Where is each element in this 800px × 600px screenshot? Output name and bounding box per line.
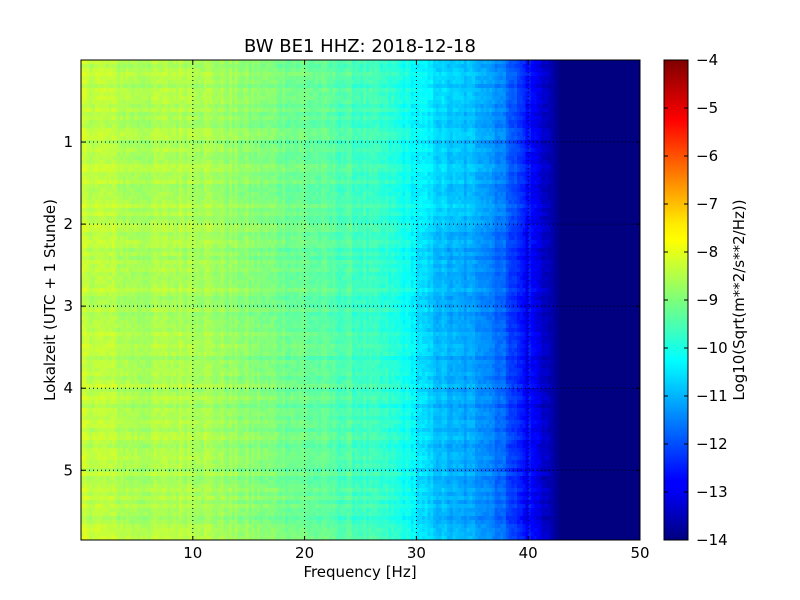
- spectrogram-heatmap: [81, 60, 641, 541]
- y-tick-label: 1: [63, 133, 73, 151]
- y-tick-label: 3: [63, 297, 73, 315]
- colorbar-label: Log10(Sqrt(m**2/s**2/Hz)): [730, 199, 748, 400]
- colorbar-tick-label: −13: [696, 483, 728, 501]
- colorbar-tick-label: −14: [696, 531, 728, 549]
- colorbar-tick-label: −5: [696, 99, 718, 117]
- x-tick-label: 10: [183, 544, 202, 562]
- spectrogram-figure: 10 20 30 40 50 12345 BW BE1 HHZ: 2018-12-18 …: [0, 0, 800, 600]
- x-tick-label: 40: [519, 544, 538, 562]
- y-tick-label: 2: [63, 215, 73, 233]
- colorbar-tick-label: −7: [696, 195, 718, 213]
- colorbar-tick-label: −6: [696, 147, 718, 165]
- x-tick-label: 20: [295, 544, 314, 562]
- chart-title: BW BE1 HHZ: 2018-12-18: [244, 36, 476, 57]
- colorbar-tick-label: −10: [696, 339, 728, 357]
- colorbar-tick-label: −12: [696, 435, 728, 453]
- y-tick-label: 5: [63, 461, 73, 479]
- y-tick-label: 4: [63, 379, 73, 397]
- colorbar-tick-label: −4: [696, 51, 718, 69]
- colorbar-tick-label: −9: [696, 291, 718, 309]
- y-axis-label: Lokalzeit (UTC + 1 Stunde): [41, 199, 59, 401]
- colorbar-tick-label: −11: [696, 387, 728, 405]
- x-tick-label: 50: [630, 544, 649, 562]
- x-tick-label: 30: [407, 544, 426, 562]
- x-axis-label: Frequency [Hz]: [303, 563, 416, 581]
- colorbar-tick-label: −8: [696, 243, 718, 261]
